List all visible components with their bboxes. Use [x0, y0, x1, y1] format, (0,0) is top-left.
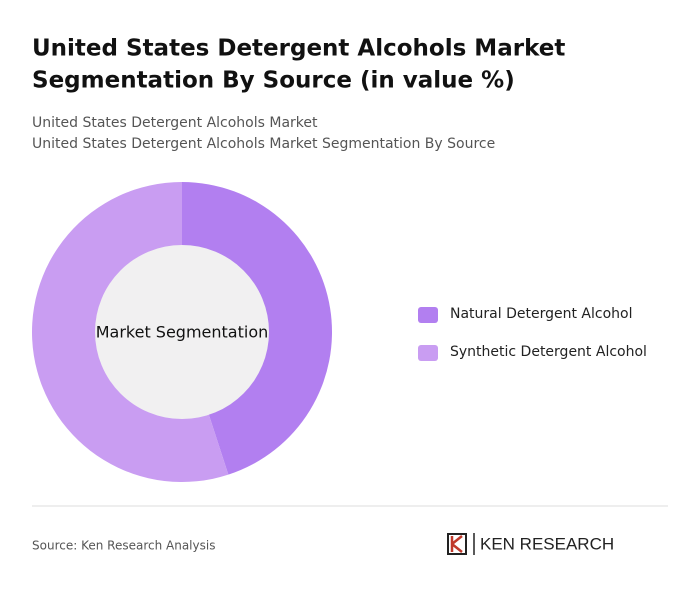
brand-logo: KEN RESEARCH	[447, 533, 614, 555]
subtitle: United States Detergent Alcohols Market	[32, 115, 318, 131]
legend-label: Synthetic Detergent Alcohol	[450, 344, 647, 360]
chart-title: United States Detergent Alcohols Market	[32, 36, 565, 62]
source: Source: Ken Research Analysis	[32, 539, 215, 553]
chart-title: Segmentation By Source (in value %)	[32, 68, 515, 94]
logo-icon	[447, 533, 467, 555]
subtitle: United States Detergent Alcohols Market …	[32, 136, 495, 152]
logo-icon	[450, 535, 463, 553]
center-label: Market Segmentation	[96, 323, 269, 342]
legend: Natural Detergent Alcohol Synthetic Deter…	[418, 306, 647, 361]
legend-label: Natural Detergent Alcohol	[450, 306, 632, 322]
donut-hole	[95, 245, 269, 419]
brand: KEN RESEARCH	[480, 534, 614, 553]
legend-swatch	[418, 307, 438, 323]
legend-swatch	[418, 345, 438, 361]
